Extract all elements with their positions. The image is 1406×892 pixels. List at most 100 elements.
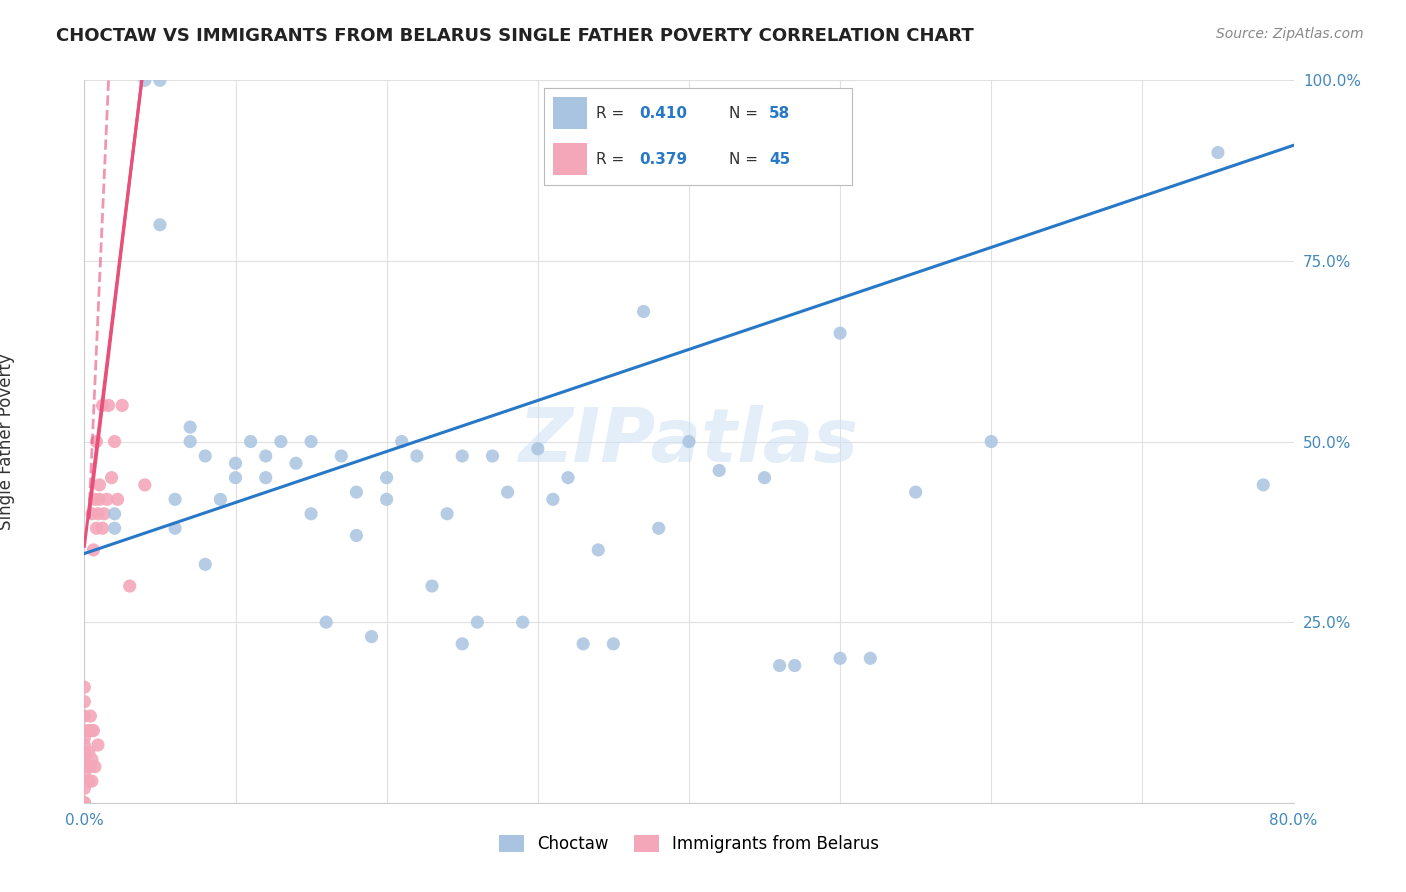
Point — [254, 470, 277, 484]
Point — [80, 774, 103, 789]
Point — [84, 492, 107, 507]
Point — [346, 528, 368, 542]
Point — [73, 752, 96, 766]
Point — [496, 485, 519, 500]
Point — [391, 434, 413, 449]
Point — [118, 579, 141, 593]
Point — [73, 796, 96, 810]
Point — [270, 434, 292, 449]
Point — [648, 521, 671, 535]
Point — [481, 449, 503, 463]
Point — [73, 709, 96, 723]
Point — [89, 478, 111, 492]
Point — [225, 456, 247, 470]
Point — [134, 478, 156, 492]
Point — [980, 434, 1002, 449]
Point — [82, 723, 104, 738]
Point — [225, 470, 247, 484]
Point — [93, 507, 115, 521]
Point — [73, 723, 96, 738]
Point — [86, 521, 108, 535]
Point — [80, 723, 103, 738]
Point — [111, 398, 134, 412]
Point — [602, 637, 624, 651]
Point — [73, 781, 96, 796]
Point — [315, 615, 337, 630]
Point — [149, 73, 172, 87]
Point — [91, 521, 114, 535]
Point — [77, 774, 100, 789]
Point — [588, 542, 610, 557]
Point — [830, 651, 852, 665]
Point — [209, 492, 232, 507]
Y-axis label: Single Father Poverty: Single Father Poverty — [0, 353, 15, 530]
Point — [1206, 145, 1229, 160]
Point — [79, 760, 101, 774]
Point — [87, 738, 110, 752]
Text: Source: ZipAtlas.com: Source: ZipAtlas.com — [1216, 27, 1364, 41]
Point — [104, 434, 127, 449]
Point — [149, 218, 172, 232]
Point — [96, 492, 118, 507]
Point — [73, 760, 96, 774]
Point — [406, 449, 429, 463]
Point — [104, 507, 127, 521]
Point — [179, 434, 201, 449]
Point — [80, 507, 103, 521]
Point — [194, 558, 217, 572]
Point — [254, 449, 277, 463]
Point — [79, 709, 101, 723]
Point — [436, 507, 458, 521]
Point — [527, 442, 550, 456]
Legend: Choctaw, Immigrants from Belarus: Choctaw, Immigrants from Belarus — [492, 828, 886, 860]
Point — [299, 507, 322, 521]
Point — [73, 745, 96, 759]
Point — [86, 434, 108, 449]
Point — [1253, 478, 1275, 492]
Point — [754, 470, 776, 484]
Point — [330, 449, 353, 463]
Point — [77, 723, 100, 738]
Point — [73, 796, 96, 810]
Point — [709, 463, 731, 477]
Point — [451, 637, 474, 651]
Point — [299, 434, 322, 449]
Point — [557, 470, 579, 484]
Point — [179, 420, 201, 434]
Point — [73, 738, 96, 752]
Point — [97, 398, 120, 412]
Point — [73, 680, 96, 694]
Point — [375, 492, 398, 507]
Point — [783, 658, 806, 673]
Point — [633, 304, 655, 318]
Text: ZIPatlas: ZIPatlas — [519, 405, 859, 478]
Point — [107, 492, 129, 507]
Point — [87, 507, 110, 521]
Point — [572, 637, 595, 651]
Point — [769, 658, 792, 673]
Point — [859, 651, 882, 665]
Point — [89, 492, 111, 507]
Point — [73, 731, 96, 745]
Point — [77, 745, 100, 759]
Point — [346, 485, 368, 500]
Point — [904, 485, 927, 500]
Point — [451, 449, 474, 463]
Point — [360, 630, 382, 644]
Point — [512, 615, 534, 630]
Point — [830, 326, 852, 340]
Point — [165, 492, 187, 507]
Point — [239, 434, 262, 449]
Point — [73, 695, 96, 709]
Point — [80, 752, 103, 766]
Point — [134, 73, 156, 87]
Point — [73, 796, 96, 810]
Point — [165, 521, 187, 535]
Point — [84, 760, 107, 774]
Point — [541, 492, 564, 507]
Point — [82, 542, 104, 557]
Point — [73, 767, 96, 781]
Point — [375, 470, 398, 484]
Point — [467, 615, 489, 630]
Point — [285, 456, 308, 470]
